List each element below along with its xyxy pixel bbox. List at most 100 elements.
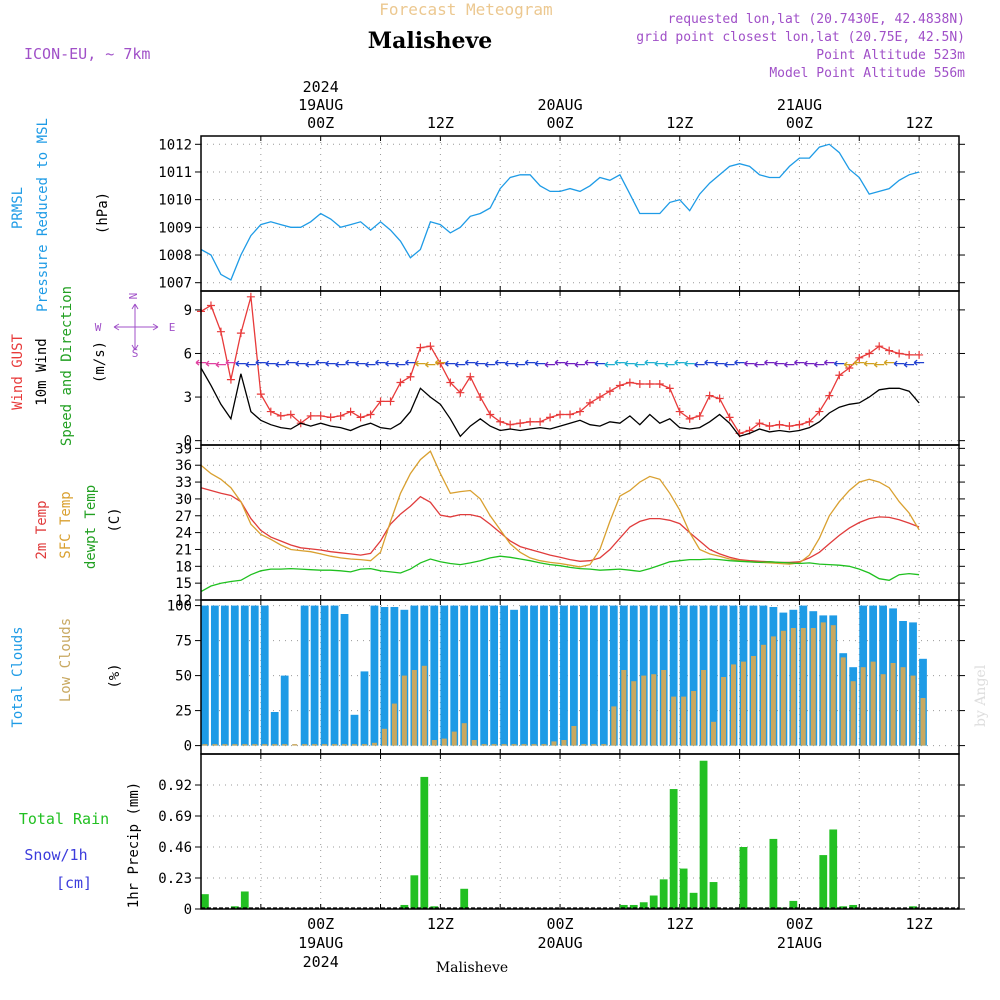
requested-coords: requested lon,lat (20.7430E, 42.4838N): [668, 12, 965, 27]
bar-precip-0: [649, 895, 658, 909]
bar-clouds-0: [300, 605, 309, 746]
bar-clouds-1: [870, 661, 876, 746]
wind-direction-arrow: [275, 361, 286, 368]
bar-clouds-0: [440, 605, 449, 746]
rain-label: Total Rain: [19, 810, 109, 828]
bar-clouds-0: [450, 605, 459, 746]
wind-direction-arrow: [564, 360, 576, 367]
compass-west: W: [95, 321, 102, 334]
gust-marker: [516, 419, 525, 428]
y-tick-label: 1010: [158, 193, 192, 209]
gust-marker: [426, 342, 435, 351]
bar-clouds-1: [431, 740, 437, 746]
bar-precip-0: [619, 904, 628, 909]
bar-clouds-1: [312, 744, 318, 746]
wind-direction-arrow: [295, 360, 306, 367]
bar-clouds-1: [471, 740, 477, 746]
y-tick-label: 1012: [158, 137, 192, 153]
bar-clouds-1: [621, 670, 627, 746]
chart-panels: 1007100810091010101110120369121518212427…: [158, 135, 965, 918]
gust-marker: [306, 411, 315, 420]
wind-direction-arrow: [265, 360, 276, 367]
bar-clouds-0: [709, 605, 718, 746]
wind-direction-arrow: [415, 360, 426, 367]
bar-precip-0: [410, 875, 419, 909]
wind-direction-arrow: [754, 361, 765, 368]
bar-clouds-1: [780, 630, 786, 746]
wind-direction-arrow: [624, 360, 635, 367]
bar-clouds-1: [521, 744, 527, 746]
bar-clouds-1: [581, 744, 587, 746]
y-tick-label: 1007: [158, 276, 192, 292]
gust-marker: [755, 419, 764, 428]
point-altitude: Point Altitude 523m: [816, 48, 965, 63]
bar-clouds-0: [370, 605, 379, 746]
gust-marker: [605, 387, 614, 396]
wind-direction-arrow: [375, 359, 386, 366]
bar-clouds-0: [210, 605, 219, 746]
y-tick-label: 0.92: [158, 778, 192, 794]
footer-location: Malisheve: [436, 960, 508, 976]
bar-clouds-0: [629, 605, 638, 746]
bar-precip-0: [201, 894, 209, 909]
bar-clouds-1: [381, 728, 387, 746]
bar-clouds-1: [920, 698, 926, 746]
series-line-temperature-0: [200, 487, 920, 564]
gust-marker: [376, 397, 385, 406]
credit-watermark: by Angel: [973, 664, 989, 727]
panel-ylabel: 2m Temp: [34, 500, 50, 559]
location-title: Malisheve: [368, 28, 492, 54]
bar-clouds-1: [451, 731, 457, 746]
wind-direction-arrow: [524, 359, 536, 366]
wind-direction-arrow: [504, 360, 516, 367]
bar-clouds-0: [380, 607, 389, 746]
bar-clouds-0: [430, 605, 439, 746]
bottom-time-label: 00Z: [547, 915, 574, 933]
gust-marker: [536, 417, 545, 426]
wind-direction-arrow: [734, 359, 745, 366]
wind-direction-arrow: [893, 360, 905, 367]
y-tick-label: 50: [175, 669, 192, 685]
wind-direction-arrow: [594, 360, 605, 367]
bar-clouds-1: [800, 628, 806, 746]
bar-clouds-0: [570, 605, 578, 746]
bar-precip-0: [909, 906, 917, 909]
bottom-time-label: 00Z: [786, 915, 813, 933]
bar-clouds-0: [679, 605, 688, 746]
bar-clouds-0: [240, 605, 249, 746]
panel-ylabel: PRMSL: [10, 187, 26, 229]
gust-marker: [546, 413, 555, 422]
gust-marker: [226, 375, 235, 384]
gust-marker: [825, 391, 834, 400]
bar-clouds-0: [230, 605, 239, 746]
gust-marker: [216, 327, 225, 336]
bar-clouds-1: [641, 675, 647, 746]
bar-clouds-0: [201, 605, 209, 746]
wind-direction-arrow: [325, 360, 336, 367]
wind-direction-arrow: [534, 360, 546, 367]
bar-clouds-0: [310, 605, 319, 746]
wind-direction-arrow: [744, 360, 755, 367]
gust-marker: [585, 398, 594, 407]
wind-direction-arrow: [315, 359, 326, 366]
model-label: ICON-EU, ~ 7km: [24, 45, 150, 63]
wind-direction-arrow: [813, 361, 825, 368]
y-tick-label: 1009: [158, 220, 192, 236]
y-tick-label: 75: [175, 634, 192, 650]
wind-direction-arrow: [474, 360, 486, 367]
gust-marker: [625, 378, 634, 387]
gust-marker: [466, 372, 475, 381]
gust-marker: [815, 407, 824, 416]
bar-clouds-0: [390, 607, 399, 746]
gust-marker: [835, 371, 844, 380]
bar-clouds-0: [350, 714, 359, 746]
y-tick-label: 15: [175, 576, 192, 592]
gust-marker: [566, 410, 575, 419]
wind-direction-arrow: [794, 359, 805, 366]
wind-direction-arrow: [774, 360, 785, 367]
gust-marker: [336, 411, 345, 420]
gust-marker: [316, 411, 325, 420]
gust-marker: [775, 420, 784, 429]
